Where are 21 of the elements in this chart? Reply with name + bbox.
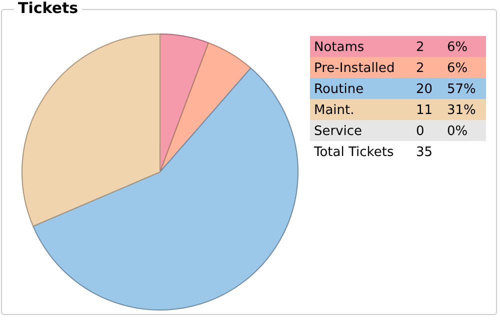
text: Total Tickets [313, 145, 394, 160]
chart-title: Tickets [14, 0, 82, 18]
text: 31% [447, 103, 476, 118]
legend-label: Service [314, 124, 362, 139]
legend-label: Pre-Installed [314, 61, 395, 76]
text: 57% [447, 82, 476, 97]
pie-slice [32, 68, 298, 310]
data-label: 2 [416, 61, 424, 76]
data-label: 2 [416, 40, 424, 55]
pie-slice [160, 42, 252, 172]
text: 35 [416, 145, 433, 160]
text: 0% [447, 124, 468, 139]
pie-slice [22, 34, 160, 227]
text: 6% [447, 40, 468, 55]
legend-label: Routine [314, 82, 364, 97]
text: 0 [416, 124, 424, 139]
data-label: 11 [416, 103, 433, 118]
legend-label: Notams [314, 40, 364, 55]
legend-label: Maint. [314, 103, 354, 118]
text: 6% [447, 61, 468, 76]
data-label: 20 [416, 82, 433, 97]
